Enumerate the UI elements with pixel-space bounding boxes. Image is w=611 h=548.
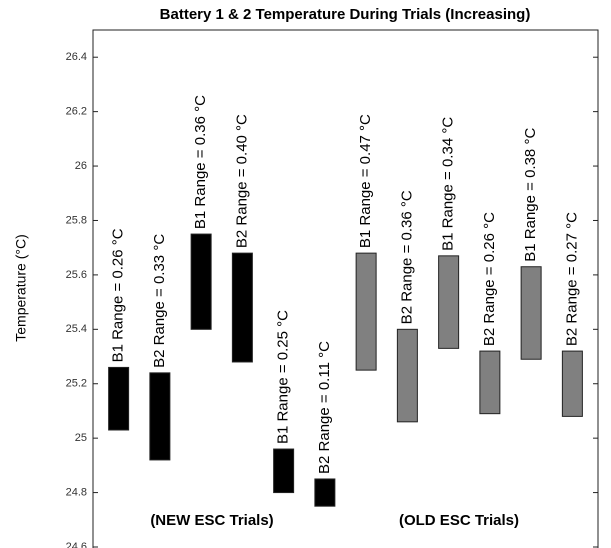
y-tick-label: 25.6 xyxy=(66,269,87,281)
y-tick-label: 25.8 xyxy=(66,214,87,226)
bar-label: B1 Range = 0.36 °C xyxy=(192,95,209,229)
bar-label: B1 Range = 0.38 °C xyxy=(522,128,539,262)
axes-frame xyxy=(92,29,599,548)
bar xyxy=(231,252,253,363)
y-tick-label: 26.4 xyxy=(66,51,87,63)
bar-label: B1 Range = 0.26 °C xyxy=(110,228,127,362)
bar-label: B2 Range = 0.26 °C xyxy=(481,212,498,346)
bar xyxy=(396,328,418,423)
annotation: (OLD ESC Trials) xyxy=(399,512,519,529)
bar-label: B2 Range = 0.40 °C xyxy=(233,114,250,248)
bar xyxy=(273,448,295,494)
bar-label: B2 Range = 0.11 °C xyxy=(316,341,333,474)
y-tick-label: 24.6 xyxy=(66,541,87,548)
chart-title: Battery 1 & 2 Temperature During Trials … xyxy=(160,6,531,23)
bar xyxy=(108,366,130,431)
bar xyxy=(561,350,583,417)
y-tick-label: 26.2 xyxy=(66,106,87,118)
y-tick-label: 26 xyxy=(75,160,87,172)
bar-label: B2 Range = 0.27 °C xyxy=(563,212,580,346)
bar xyxy=(190,233,212,330)
bar xyxy=(438,255,460,349)
bar-label: B1 Range = 0.34 °C xyxy=(440,117,457,251)
bar-label: B2 Range = 0.36 °C xyxy=(398,190,415,324)
bar-label: B1 Range = 0.25 °C xyxy=(275,310,292,444)
bar-label: B1 Range = 0.47 °C xyxy=(357,114,374,248)
bar xyxy=(520,266,542,360)
y-tick-label: 25.2 xyxy=(66,378,87,390)
bar-label: B2 Range = 0.33 °C xyxy=(151,234,168,368)
bar xyxy=(355,252,377,371)
bar xyxy=(314,478,336,507)
bar xyxy=(479,350,501,415)
y-tick-label: 25.4 xyxy=(66,323,87,335)
annotation: (NEW ESC Trials) xyxy=(150,512,273,529)
bar xyxy=(149,372,171,461)
y-tick-label: 24.8 xyxy=(66,486,87,498)
y-tick-label: 25 xyxy=(75,432,87,444)
y-axis-label: Temperature (°C) xyxy=(13,234,29,342)
